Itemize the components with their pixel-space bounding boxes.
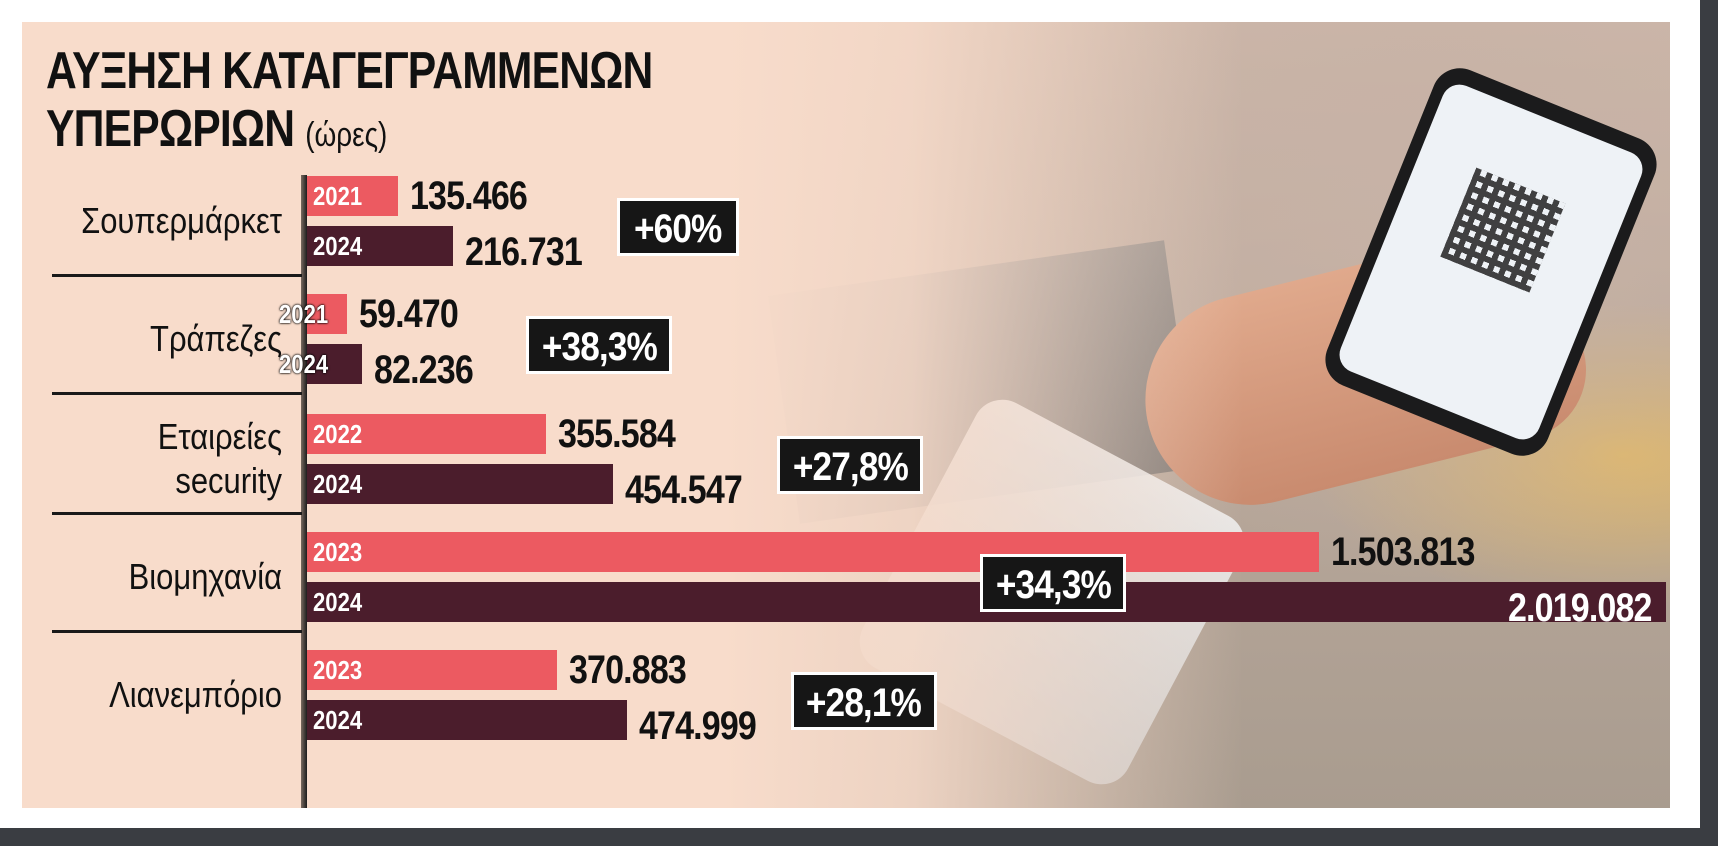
bar-year-label: 2022: [313, 419, 363, 449]
bar-year-label: 2021: [279, 299, 329, 329]
change-badge: +34,3%: [980, 554, 1126, 612]
bar: [307, 176, 399, 216]
bar-value-label: 454.547: [624, 468, 743, 512]
category-label: Σουπερμάρκετ: [76, 199, 282, 243]
bar: [307, 700, 627, 740]
frame-bottom-border: [0, 828, 1718, 846]
frame-right-border: [1700, 0, 1718, 846]
group-separator: [52, 512, 302, 515]
bar: [307, 464, 613, 504]
change-badge: +60%: [616, 198, 739, 256]
bar-year-label: 2024: [313, 587, 363, 617]
bar-value-label: 59.470: [359, 292, 459, 336]
bar: [307, 532, 1320, 572]
bar: [307, 414, 547, 454]
change-badge: +27,8%: [776, 436, 923, 494]
change-badge-text: +60%: [634, 207, 722, 251]
bar-year-label: 2021: [313, 181, 363, 211]
category-label-line: security: [175, 460, 282, 501]
category-label: Τράπεζες: [76, 317, 282, 361]
bar-value-label: 216.731: [464, 230, 583, 274]
category-axis-divider: [301, 175, 307, 808]
bar-value-label: 474.999: [638, 704, 757, 748]
change-badge-text: +27,8%: [792, 445, 908, 489]
bar-value-label: 355.584: [558, 412, 676, 456]
category-label-line: Εταιρείες: [157, 416, 282, 457]
bar-value-label: 135.466: [410, 174, 528, 218]
title-line-1: ΑΥΞΗΣΗ ΚΑΤΑΓΕΓΡΑΜΜΕΝΩΝ: [46, 42, 653, 100]
category-label: Λιανεμπόριο: [76, 673, 282, 717]
bar-year-label: 2024: [313, 705, 363, 735]
bar: [307, 294, 348, 334]
bar-year-label: 2024: [279, 349, 329, 379]
group-separator: [52, 392, 302, 395]
bar-year-label: 2024: [313, 469, 363, 499]
category-label: Βιομηχανία: [76, 555, 282, 599]
category-label-line: Σουπερμάρκετ: [81, 200, 282, 241]
change-badge-text: +38,3%: [541, 325, 658, 369]
category-label-line: Βιομηχανία: [128, 556, 282, 597]
category-label-line: Λιανεμπόριο: [109, 674, 282, 715]
category-label: Εταιρείες security: [76, 415, 282, 503]
group-separator: [52, 630, 302, 633]
change-badge: +38,3%: [526, 316, 673, 374]
infographic-card: ΑΥΞΗΣΗ ΚΑΤΑΓΕΓΡΑΜΜΕΝΩΝ ΥΠΕΡΩΡΙΩΝ (ώρες) …: [22, 22, 1670, 808]
bar-value-label: 1.503.813: [1331, 530, 1475, 574]
bar-value-label: 82.236: [374, 348, 474, 392]
bar-value-label: 2.019.082: [1508, 586, 1652, 630]
bar-year-label: 2024: [313, 231, 363, 261]
bar: [307, 650, 557, 690]
bar: [307, 344, 363, 384]
title-line-2-text: ΥΠΕΡΩΡΙΩΝ: [46, 100, 295, 158]
bar: [307, 226, 453, 266]
change-badge: +28,1%: [790, 672, 937, 730]
group-separator: [52, 274, 302, 277]
change-badge-text: +28,1%: [806, 681, 922, 725]
unit-label: (ώρες): [305, 116, 388, 154]
title-line-2: ΥΠΕΡΩΡΙΩΝ (ώρες): [46, 100, 653, 164]
change-badge-text: +34,3%: [995, 563, 1111, 607]
bar-year-label: 2023: [313, 655, 363, 685]
bar-value-label: 370.883: [568, 648, 687, 692]
bar-year-label: 2023: [313, 537, 363, 567]
category-label-line: Τράπεζες: [150, 318, 282, 359]
chart-title: ΑΥΞΗΣΗ ΚΑΤΑΓΕΓΡΑΜΜΕΝΩΝ ΥΠΕΡΩΡΙΩΝ (ώρες): [46, 42, 653, 164]
